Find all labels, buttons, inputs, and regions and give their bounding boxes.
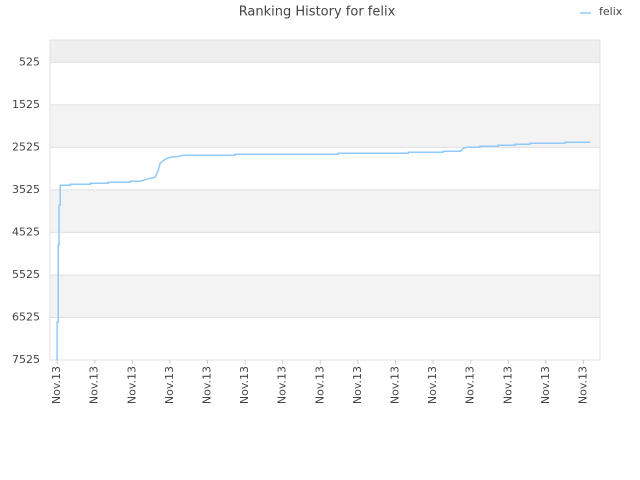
plot-frame bbox=[49, 39, 601, 361]
y-tick-label: 1525 bbox=[12, 98, 40, 111]
y-tick-label: 525 bbox=[19, 55, 40, 68]
y-tick-label: 6525 bbox=[12, 310, 40, 323]
legend-label: felix bbox=[599, 5, 623, 18]
plot-band bbox=[50, 317, 600, 360]
x-tick-label: Nov.13 bbox=[388, 366, 401, 404]
plot-band bbox=[50, 104, 600, 148]
plot-band bbox=[50, 189, 600, 233]
line bbox=[56, 141, 591, 360]
x-tick-label: Nov.13 bbox=[50, 366, 63, 404]
x-tick-label: Nov.13 bbox=[313, 366, 326, 404]
x-tick-label: Nov.13 bbox=[426, 366, 439, 404]
plot-band bbox=[50, 232, 600, 275]
x-tick-label: Nov.13 bbox=[576, 366, 589, 404]
plot-band bbox=[50, 274, 600, 318]
y-tick-label: 5525 bbox=[12, 268, 40, 281]
y-tick-label: 2525 bbox=[12, 140, 40, 153]
x-tick-label: Nov.13 bbox=[201, 366, 214, 404]
x-tick-label: Nov.13 bbox=[238, 366, 251, 404]
x-tick-label: Nov.13 bbox=[539, 366, 552, 404]
plot-band bbox=[50, 40, 600, 63]
x-tick-label: Nov.13 bbox=[88, 366, 101, 404]
y-tick-label: 3525 bbox=[12, 183, 40, 196]
x-tick-label: Nov.13 bbox=[125, 366, 138, 404]
x-tick-label: Nov.13 bbox=[276, 366, 289, 404]
x-tick-label: Nov.13 bbox=[351, 366, 364, 404]
x-tick-label: Nov.13 bbox=[163, 366, 176, 404]
chart-title: Ranking History for felix bbox=[239, 5, 396, 20]
x-tick-label: Nov.13 bbox=[464, 366, 477, 404]
plot-band bbox=[50, 62, 600, 105]
y-tick-label: 7525 bbox=[12, 353, 40, 366]
x-tick-label: Nov.13 bbox=[501, 366, 514, 404]
y-tick-label: 4525 bbox=[12, 225, 40, 238]
